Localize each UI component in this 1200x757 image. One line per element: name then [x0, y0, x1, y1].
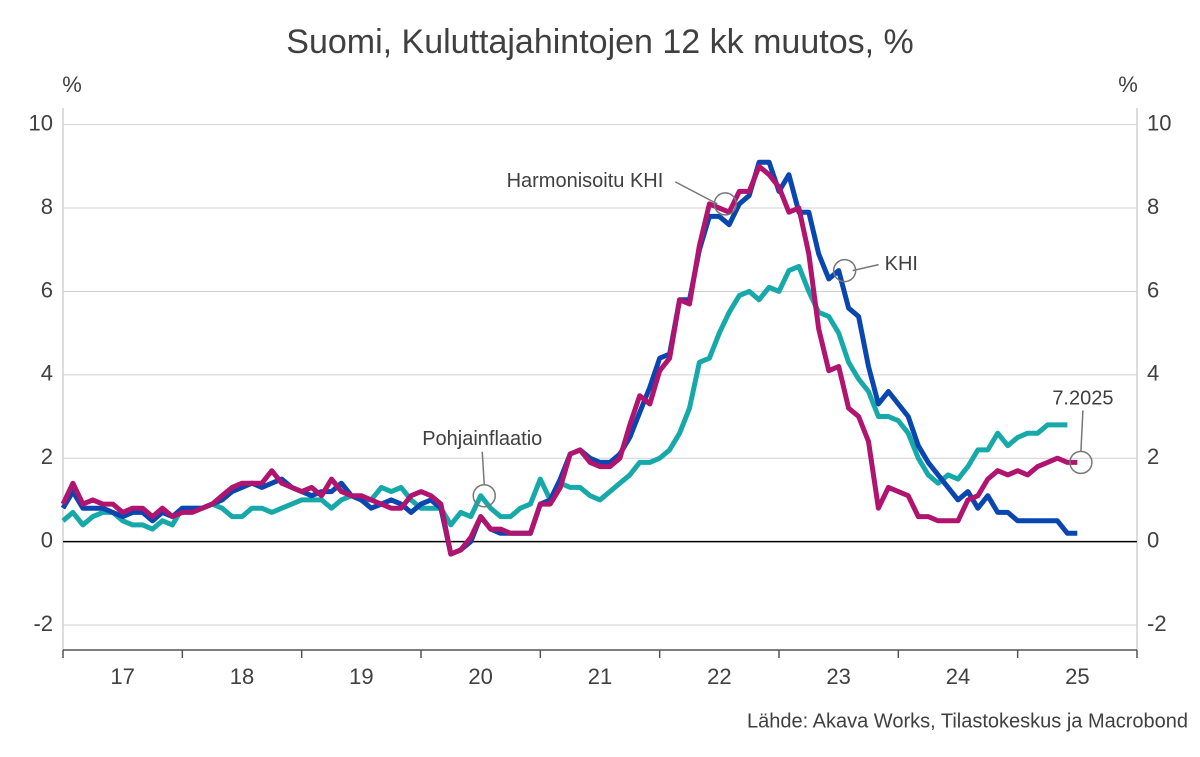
x-tick-label: 21 [588, 664, 612, 689]
y2-tick-label: -2 [1147, 611, 1167, 636]
series-line [61, 263, 1068, 532]
x-tick-label: 20 [468, 664, 492, 689]
x-tick-label: 24 [946, 664, 970, 689]
y2-tick-label: 6 [1147, 277, 1159, 302]
y-tick-label: 0 [41, 527, 53, 552]
y2-tick-label: 4 [1147, 361, 1159, 386]
y2-tick-label: 0 [1147, 527, 1159, 552]
annotation-circle [713, 192, 738, 216]
y2-axis-label: % [1118, 72, 1138, 97]
y-tick-label: 4 [41, 361, 53, 386]
x-tick-label: 22 [707, 664, 731, 689]
y2-tick-label: 8 [1147, 194, 1159, 219]
x-tick-label: 23 [826, 664, 850, 689]
y2-tick-label: 2 [1147, 444, 1159, 469]
y-tick-label: 6 [41, 277, 53, 302]
source: Lähde: Akava Works, Tilastokeskus ja Mac… [747, 710, 1188, 732]
series-line [60, 159, 1078, 557]
annotation-leader [852, 263, 879, 272]
y-tick-label: 10 [29, 110, 53, 135]
y-tick-label: 8 [41, 194, 53, 219]
annotation-text: Pohjainflaatio [422, 428, 542, 450]
series-line [60, 163, 1078, 557]
y-tick-label: -2 [33, 611, 53, 636]
annotation-leader [481, 451, 485, 485]
x-tick-label: 17 [110, 664, 134, 689]
y2-tick-label: 10 [1147, 110, 1171, 135]
annotation-leader [674, 181, 718, 205]
x-tick-label: 25 [1065, 664, 1089, 689]
x-tick-label: 18 [230, 664, 254, 689]
annotation-text: KHI [885, 253, 918, 275]
annotation-text: Harmonisoitu KHI [507, 170, 664, 192]
x-tick-label: 19 [349, 664, 373, 689]
annotation-circle [1069, 450, 1093, 475]
y-axis-label: % [62, 72, 82, 97]
annotation-text: 7.2025 [1052, 388, 1113, 410]
y-tick-label: 2 [41, 444, 53, 469]
annotation-circle [472, 483, 496, 508]
annotation-leader [1080, 410, 1084, 452]
annotation-circle [832, 258, 857, 283]
chart-title: Suomi, Kuluttajahintojen 12 kk muutos, % [286, 23, 913, 61]
